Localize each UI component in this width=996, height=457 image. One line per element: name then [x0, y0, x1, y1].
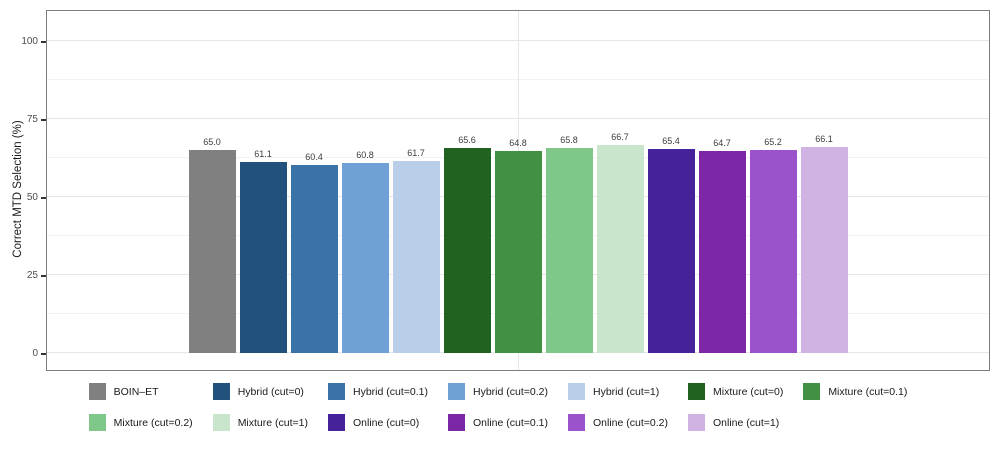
y-tick-label: 50 [26, 192, 38, 203]
legend-swatch [688, 383, 705, 400]
bar-online-cut-1-: 66.1 [800, 134, 848, 353]
bar-boin-et: 65.0 [188, 137, 236, 353]
legend-swatch [568, 383, 585, 400]
bar-value-label: 64.7 [713, 138, 731, 149]
legend-item-hybrid-cut-0.1-: Hybrid (cut=0.1) [328, 383, 428, 400]
legend-label: Online (cut=1) [713, 416, 780, 429]
legend: BOIN–ET Hybrid (cut=0) Hybrid (cut=0.1) Hyb… [88, 383, 907, 431]
legend-swatch [212, 414, 230, 431]
legend-item-hybrid-cut-0-: Hybrid (cut=0) [212, 383, 308, 400]
plot-panel: 65.0 61.1 60.4 60.8 61.7 65.6 64.8 65.8 66.7 65.4… [46, 10, 990, 371]
legend-swatch [448, 414, 465, 431]
y-tick-label: 75 [26, 114, 38, 125]
legend-label: Online (cut=0.2) [593, 416, 668, 429]
legend-item-mixture-cut-1-: Mixture (cut=1) [212, 414, 308, 431]
bar-value-label: 64.8 [509, 137, 527, 148]
bar-value-label: 65.4 [662, 135, 680, 146]
y-tick-label: 25 [26, 270, 38, 281]
legend-swatch [328, 414, 345, 431]
legend-label: Hybrid (cut=0.1) [353, 385, 428, 398]
y-tick-mark [41, 275, 46, 277]
legend-label: Hybrid (cut=0) [237, 385, 304, 398]
legend-item-online-cut-0-: Online (cut=0) [328, 414, 428, 431]
legend-wrap: BOIN–ET Hybrid (cut=0) Hybrid (cut=0.1) Hyb… [0, 383, 996, 431]
bar-hybrid-cut-0.2-: 60.8 [341, 150, 389, 353]
bar-online-cut-0-: 65.4 [647, 136, 695, 353]
legend-item-hybrid-cut-1-: Hybrid (cut=1) [568, 383, 668, 400]
legend-item-hybrid-cut-0.2-: Hybrid (cut=0.2) [448, 383, 548, 400]
y-tick-label: 100 [21, 36, 38, 47]
bar-value-label: 65.6 [458, 135, 476, 146]
legend-label: Mixture (cut=0.1) [828, 385, 908, 398]
bar-mixture-cut-0.2-: 65.8 [545, 135, 593, 353]
bar-value-label: 60.4 [305, 151, 323, 162]
legend-item-mixture-cut-0.2-: Mixture (cut=0.2) [88, 414, 193, 431]
legend-label: Mixture (cut=0.2) [113, 416, 193, 429]
bar-mixture-cut-0-: 65.6 [443, 135, 491, 353]
bar-value-label: 66.7 [611, 131, 629, 142]
legend-item-boin-et: BOIN–ET [88, 383, 193, 400]
legend-swatch [88, 414, 106, 431]
legend-swatch [688, 414, 705, 431]
legend-label: Online (cut=0) [353, 416, 420, 429]
legend-swatch [88, 383, 106, 400]
bar-value-label: 65.8 [560, 134, 578, 145]
y-axis-title: Correct MTD Selection (%) [12, 120, 24, 258]
legend-item-mixture-cut-0.1-: Mixture (cut=0.1) [803, 383, 907, 400]
y-tick-mark [41, 41, 46, 43]
bar-value-label: 65.0 [203, 137, 221, 148]
legend-item-online-cut-0.1-: Online (cut=0.1) [448, 414, 548, 431]
legend-label: Mixture (cut=1) [237, 416, 308, 429]
legend-swatch [448, 383, 465, 400]
legend-label: BOIN–ET [113, 385, 159, 398]
legend-label: Online (cut=0.1) [473, 416, 548, 429]
y-tick-mark [41, 119, 46, 121]
legend-label: Hybrid (cut=0.2) [473, 385, 548, 398]
y-tick-mark [41, 353, 46, 355]
bar-hybrid-cut-0-: 61.1 [239, 149, 287, 353]
legend-label: Hybrid (cut=1) [593, 385, 660, 398]
bar-value-label: 61.7 [407, 147, 425, 158]
bar-online-cut-0.1-: 64.7 [698, 138, 746, 353]
y-tick-label: 0 [32, 348, 38, 359]
legend-swatch [568, 414, 585, 431]
legend-item-mixture-cut-0-: Mixture (cut=0) [688, 383, 783, 400]
bar-value-label: 61.1 [254, 149, 272, 160]
legend-label: Mixture (cut=0) [713, 385, 784, 398]
bar-hybrid-cut-1-: 61.7 [392, 148, 440, 353]
bar-value-label: 65.2 [764, 136, 782, 147]
bar-mixture-cut-1-: 66.7 [596, 132, 644, 353]
bar-value-label: 66.1 [815, 133, 833, 144]
bar-group: 65.0 61.1 60.4 60.8 61.7 65.6 64.8 65.8 66.7 65.4… [47, 132, 989, 353]
bar-online-cut-0.2-: 65.2 [749, 137, 797, 353]
legend-swatch [212, 383, 230, 400]
y-tick-mark [41, 197, 46, 199]
legend-swatch [328, 383, 345, 400]
legend-swatch [803, 383, 821, 400]
legend-item-online-cut-1-: Online (cut=1) [688, 414, 783, 431]
bar-hybrid-cut-0.1-: 60.4 [290, 152, 338, 353]
bar-mixture-cut-0.1-: 64.8 [494, 138, 542, 353]
bar-value-label: 60.8 [356, 150, 374, 161]
legend-item-online-cut-0.2-: Online (cut=0.2) [568, 414, 668, 431]
